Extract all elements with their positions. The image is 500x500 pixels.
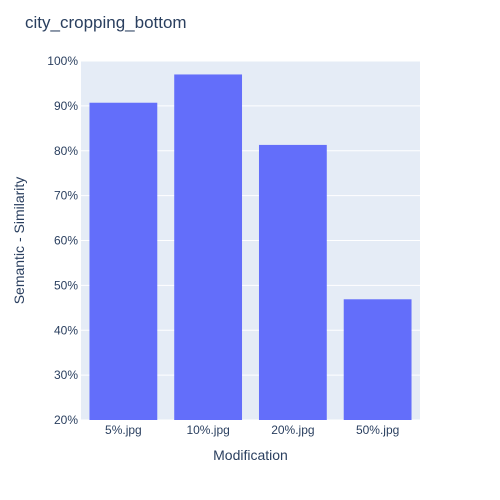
x-tick-labels: 5%.jpg 10%.jpg 20%.jpg 50%.jpg [105,423,399,437]
y-tick-label: 90% [54,99,78,113]
bar [174,74,242,420]
bar [89,103,157,420]
x-tick-label: 20%.jpg [271,423,314,437]
bar [344,299,412,420]
y-tick-labels: 20% 30% 40% 50% 60% 70% 80% 90% 100% [47,54,78,427]
y-tick-label: 60% [54,234,78,248]
y-tick-label: 50% [54,278,78,292]
x-tick-label: 50%.jpg [356,423,399,437]
x-tick-label: 10%.jpg [186,423,229,437]
y-tick-label: 70% [54,189,78,203]
y-axis-title: Semantic - Similarity [11,177,27,305]
x-tick-label: 5%.jpg [105,423,142,437]
y-tick-label: 40% [54,323,78,337]
y-tick-label: 100% [47,54,78,68]
y-tick-label: 30% [54,368,78,382]
bar [259,145,327,420]
y-tick-label: 80% [54,144,78,158]
y-tick-label: 20% [54,413,78,427]
x-axis-title: Modification [213,447,288,463]
